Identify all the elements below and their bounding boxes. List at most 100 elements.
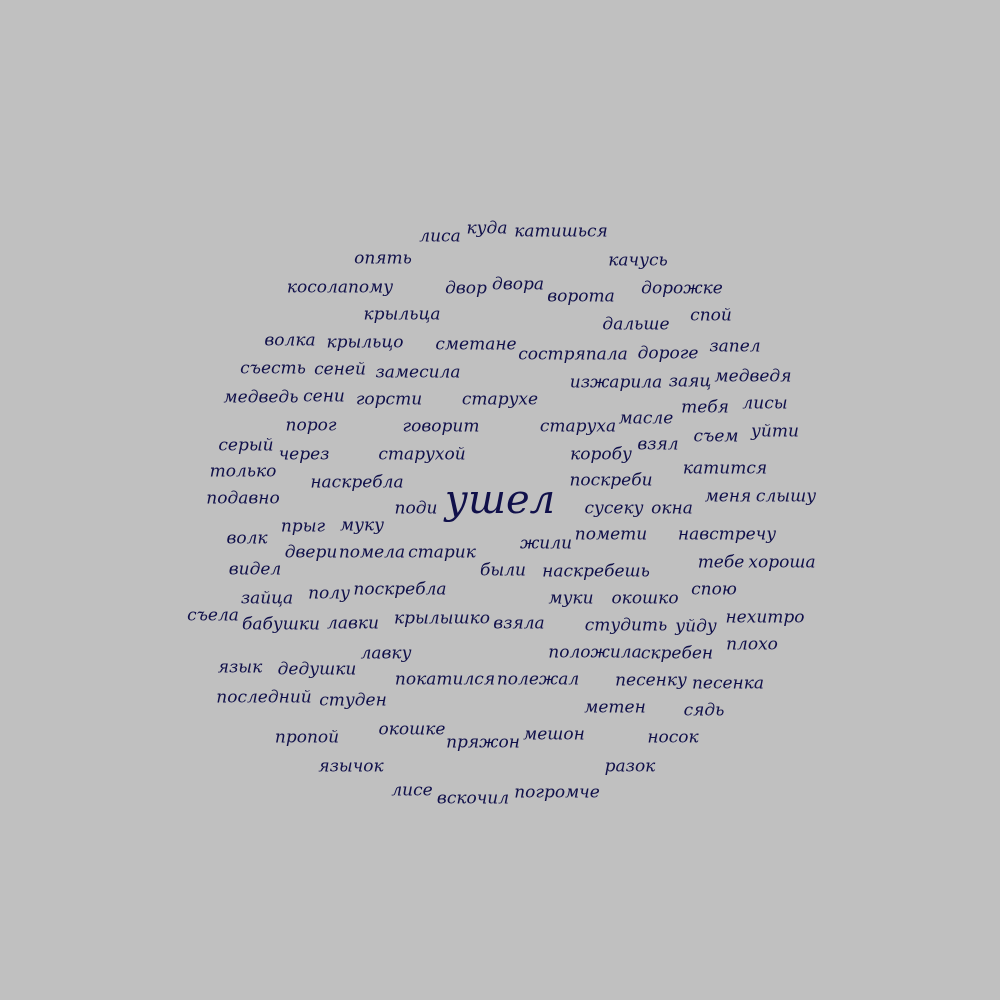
word-cloud-word: слышу <box>755 486 817 507</box>
word-cloud-word: видел <box>228 559 282 580</box>
word-cloud-word: крыльца <box>363 304 441 325</box>
word-cloud-word: меня <box>704 486 752 507</box>
word-cloud-word: сеней <box>314 359 366 380</box>
word-cloud-word: метен <box>584 697 646 718</box>
word-cloud-word: заяц <box>668 371 712 392</box>
word-cloud-word: наскребла <box>310 472 404 493</box>
word-cloud-word: двери <box>284 542 338 563</box>
word-cloud-word: уйти <box>751 421 799 442</box>
word-cloud-word: пропой <box>274 727 340 748</box>
word-cloud-word: замесила <box>375 362 461 383</box>
word-cloud-word: язычок <box>318 756 384 777</box>
word-cloud-word: поскреби <box>569 470 653 491</box>
word-cloud-word: помела <box>338 542 406 563</box>
word-cloud-word: косолапому <box>286 277 394 298</box>
word-cloud-word: дорожке <box>641 278 723 299</box>
word-cloud-word: тебя <box>681 397 729 418</box>
word-cloud-word: качусь <box>608 250 668 271</box>
word-cloud-word: масле <box>618 408 674 429</box>
word-cloud-word: изжарила <box>569 372 663 393</box>
word-cloud-word: полежал <box>496 669 580 690</box>
word-cloud-word: погромче <box>514 782 600 803</box>
word-cloud-word: лисы <box>742 393 788 414</box>
word-cloud-word: катится <box>682 458 768 479</box>
word-cloud-word: ворота <box>547 286 615 307</box>
word-cloud-word: только <box>209 461 277 482</box>
word-cloud-word: через <box>278 444 330 465</box>
word-cloud-word: крылышко <box>393 608 491 629</box>
word-cloud-word: лисе <box>391 780 433 801</box>
word-cloud-word: разок <box>604 756 656 777</box>
word-cloud-word: говорит <box>402 416 480 437</box>
word-cloud-word: съела <box>187 605 239 626</box>
word-cloud-word: волк <box>226 528 268 549</box>
word-cloud-word: съесть <box>240 358 306 379</box>
word-cloud-word: медведь <box>223 387 299 408</box>
word-cloud-word: зайца <box>240 588 294 609</box>
word-cloud-word: носок <box>647 727 699 748</box>
word-cloud-word: покатился <box>394 669 496 690</box>
word-cloud-word: окошке <box>378 719 446 740</box>
word-cloud-word: старухой <box>378 444 466 465</box>
word-cloud-word: опять <box>354 248 412 269</box>
word-cloud-word: навстречу <box>677 524 777 545</box>
word-cloud-word: окошко <box>611 588 679 609</box>
word-cloud-word: помети <box>574 524 648 545</box>
word-cloud-word: полу <box>308 583 350 604</box>
word-cloud-word: хороша <box>748 552 816 573</box>
word-cloud-word: окна <box>651 498 693 519</box>
word-cloud-word: язык <box>217 657 263 678</box>
word-cloud-word: плохо <box>726 634 778 655</box>
word-cloud-word: серый <box>218 435 274 456</box>
word-cloud-word: сядь <box>683 700 725 721</box>
word-cloud-word: взял <box>637 434 679 455</box>
word-cloud-word: последний <box>216 687 312 708</box>
word-cloud-word: старуха <box>539 416 617 437</box>
word-cloud-word: поди <box>394 498 438 519</box>
word-cloud-word: медведя <box>714 366 792 387</box>
word-cloud-word: взяла <box>493 613 545 634</box>
word-cloud-word: студен <box>319 690 387 711</box>
word-cloud-word: лиса <box>419 226 461 247</box>
word-cloud-word: дедушки <box>277 659 357 680</box>
word-cloud-word: песенка <box>691 673 765 694</box>
word-cloud-word: сусеку <box>584 498 644 519</box>
word-cloud-word-main: ушел <box>444 477 556 523</box>
word-cloud-word: лавки <box>327 613 379 634</box>
word-cloud-word: лавку <box>360 643 412 664</box>
word-cloud-word: порог <box>285 415 337 436</box>
word-cloud-word: муки <box>548 588 594 609</box>
word-cloud-word: пряжон <box>446 732 520 753</box>
word-cloud-word: скребен <box>640 643 714 664</box>
word-cloud-word: горсти <box>355 389 423 410</box>
word-cloud-word: были <box>480 560 526 581</box>
word-cloud-word: коробу <box>570 444 632 465</box>
word-cloud-word: муку <box>340 515 384 536</box>
word-cloud-word: съем <box>693 426 739 447</box>
word-cloud-word: песенку <box>615 670 687 691</box>
word-cloud-word: двор <box>445 278 487 299</box>
word-cloud-word: катишься <box>514 221 608 242</box>
word-cloud-word: бабушки <box>242 614 320 635</box>
word-cloud-word: куда <box>466 218 508 239</box>
word-cloud-word: крыльцо <box>326 332 404 353</box>
word-cloud-word: мешон <box>523 724 585 745</box>
word-cloud-word: сметане <box>435 334 517 355</box>
word-cloud-word: студить <box>584 615 668 636</box>
word-cloud-word: старик <box>408 542 476 563</box>
word-cloud-word: наскребешь <box>542 561 650 582</box>
word-cloud-word: спою <box>691 579 737 600</box>
word-cloud-word: вскочил <box>436 788 510 809</box>
word-cloud-word: дальше <box>602 314 670 335</box>
word-cloud-word: спой <box>690 305 732 326</box>
word-cloud-word: жили <box>519 533 573 554</box>
word-cloud-word: старухе <box>461 389 539 410</box>
word-cloud-word: двора <box>492 274 544 295</box>
word-cloud-word: волка <box>264 330 316 351</box>
word-cloud-word: поскребла <box>353 579 447 600</box>
word-cloud-word: тебе <box>697 552 745 573</box>
word-cloud-word: запел <box>709 336 761 357</box>
word-cloud-word: положила <box>548 642 642 663</box>
word-cloud-word: подавно <box>206 488 280 509</box>
